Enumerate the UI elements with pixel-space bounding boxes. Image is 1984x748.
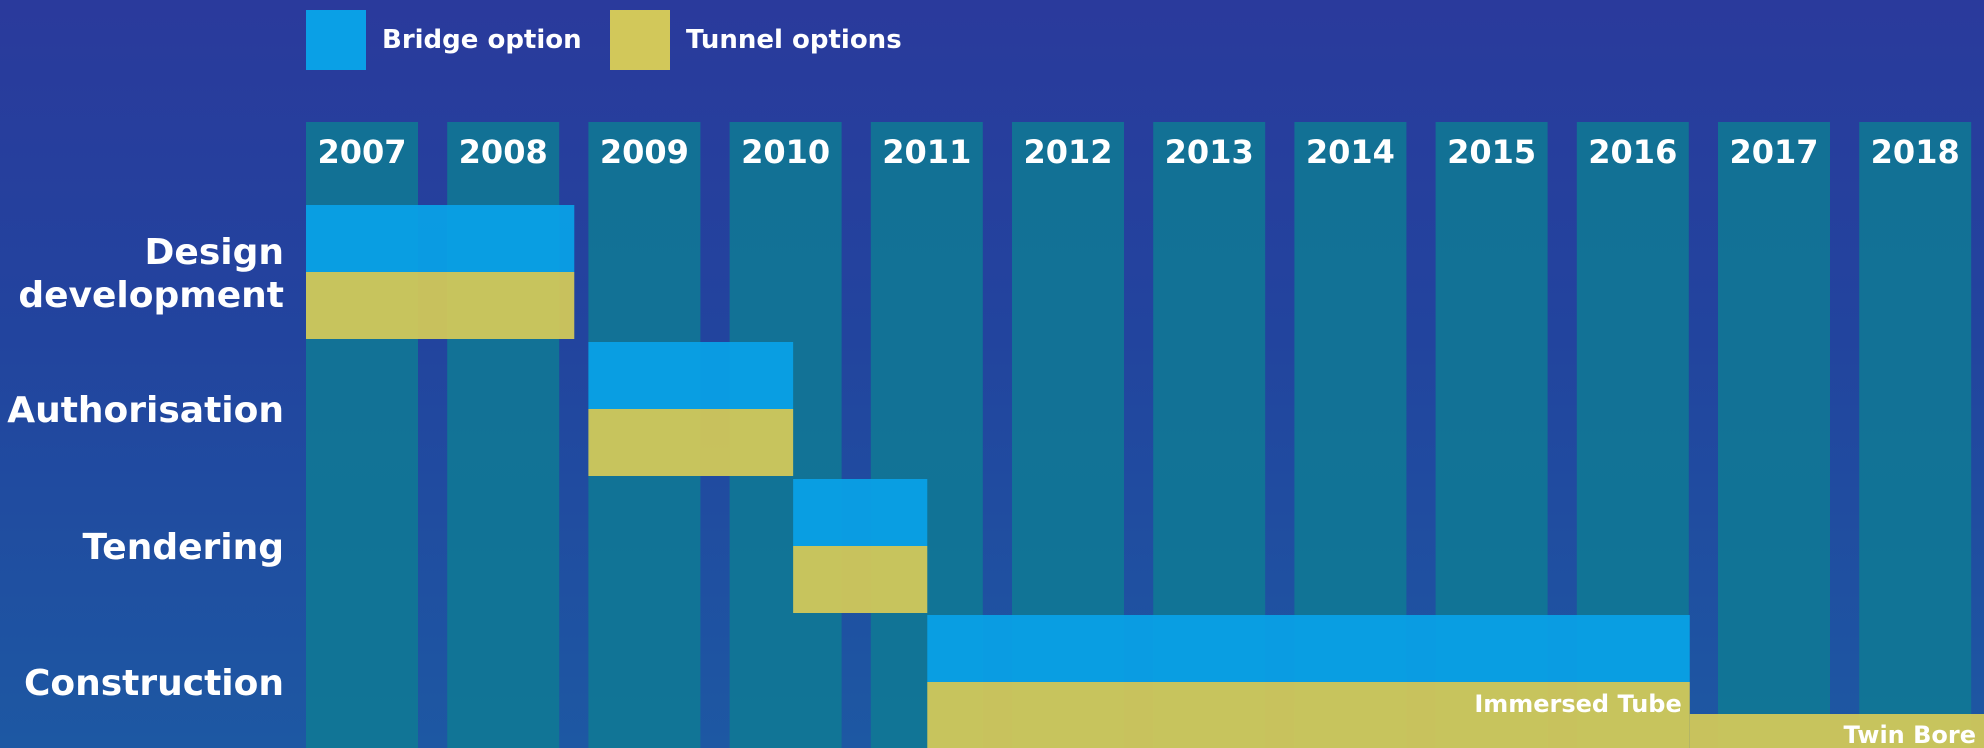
bar-tunnel-1-1 <box>588 409 794 476</box>
bar-bridge-0-0 <box>306 205 575 272</box>
bar-label-twin-bore: Twin Bore <box>1844 721 1976 748</box>
phase-label-design-development-line2: development <box>18 275 284 316</box>
year-column-2017 <box>1718 122 1830 748</box>
year-label-2013: 2013 <box>1165 133 1254 171</box>
bar-label-immersed-tube: Immersed Tube <box>1474 690 1681 718</box>
year-label-2018: 2018 <box>1871 133 1960 171</box>
legend: Bridge option Tunnel options <box>306 10 902 70</box>
bar-bridge-2-2 <box>793 479 928 546</box>
bar-tunnel-3-3 <box>927 682 1690 748</box>
year-label-2010: 2010 <box>741 133 830 171</box>
year-label-2015: 2015 <box>1447 133 1536 171</box>
year-label-2009: 2009 <box>600 133 689 171</box>
year-label-2011: 2011 <box>882 133 971 171</box>
gantt-bars <box>306 205 1984 748</box>
phase-label-authorisation: Authorisation <box>7 390 284 431</box>
phase-label-design-development-line1: Design <box>145 232 284 273</box>
bar-tunnel-2-2 <box>793 546 928 613</box>
phase-label-construction: Construction <box>24 663 284 704</box>
year-label-2012: 2012 <box>1023 133 1112 171</box>
year-column-2018 <box>1859 122 1972 748</box>
year-label-2007: 2007 <box>317 133 406 171</box>
bar-annotations: Immersed Tube Twin Bore <box>1474 690 1976 748</box>
legend-swatch-bridge-option <box>306 10 366 70</box>
year-label-2014: 2014 <box>1306 133 1395 171</box>
bar-tunnel-0-0 <box>306 272 575 339</box>
phase-label-tendering: Tendering <box>83 527 285 568</box>
legend-swatch-tunnel-options <box>610 10 670 70</box>
bar-tunnel-3-4 <box>1689 714 1984 748</box>
bar-bridge-1-1 <box>588 342 794 409</box>
legend-label-bridge-option: Bridge option <box>382 25 582 55</box>
year-label-2017: 2017 <box>1729 133 1818 171</box>
year-label-2016: 2016 <box>1588 133 1677 171</box>
legend-label-tunnel-options: Tunnel options <box>686 25 902 55</box>
year-label-2008: 2008 <box>459 133 548 171</box>
bar-bridge-3-3 <box>927 615 1690 682</box>
year-tick-labels: 2007 2008 2009 2010 2011 2012 2013 2014 2015 2016… <box>317 133 1959 171</box>
